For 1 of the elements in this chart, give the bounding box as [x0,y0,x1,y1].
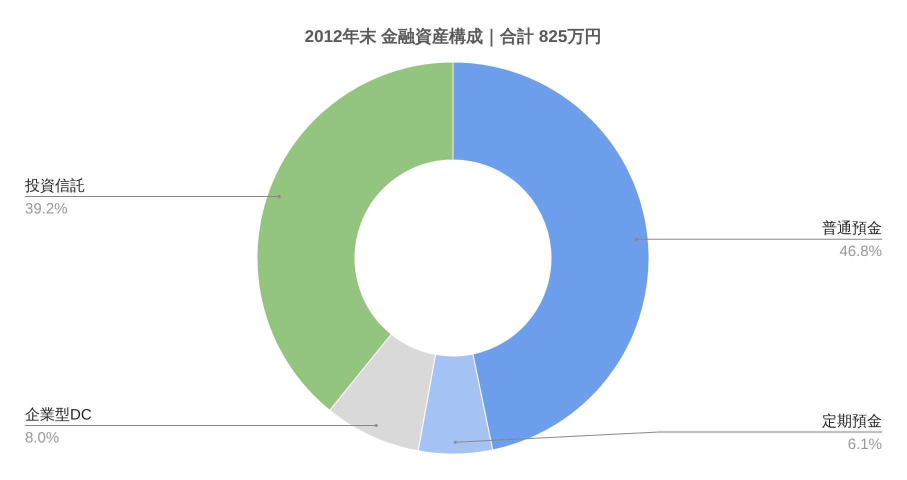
title: 2012年末 金融資産構成｜合計 825万円 [304,27,602,46]
